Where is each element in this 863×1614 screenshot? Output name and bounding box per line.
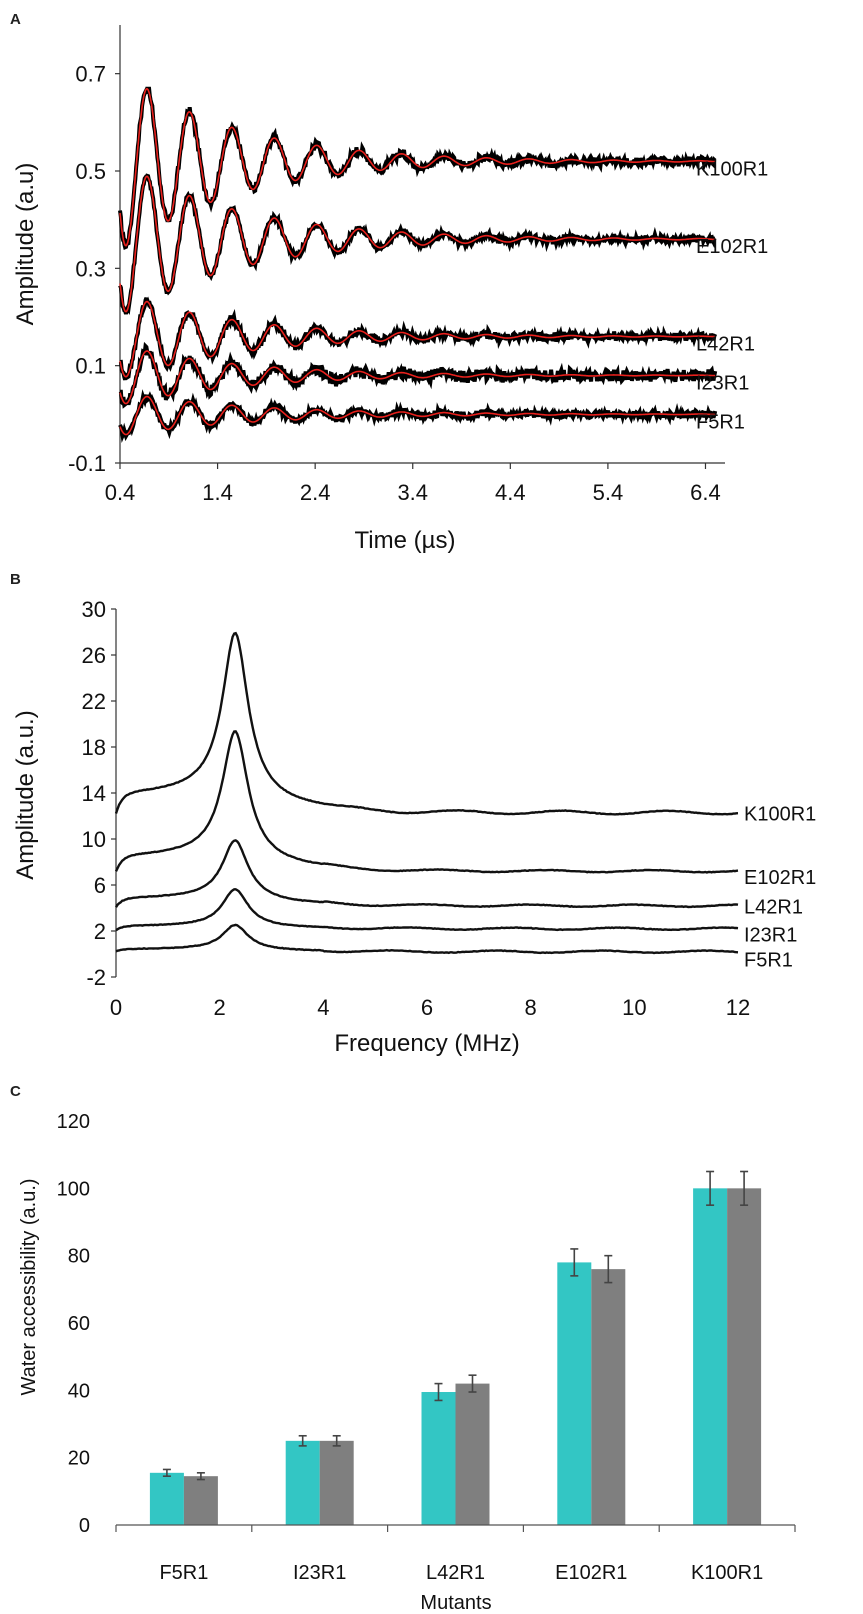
panel-c-x-tick-F5R1: F5R1 bbox=[159, 1562, 208, 1584]
panel-b-line-E102R1 bbox=[114, 730, 739, 874]
panel-a-fit-I23R1 bbox=[119, 350, 716, 405]
panel-c-bar-K100R1-1 bbox=[727, 1188, 762, 1525]
panel-a-label-K100R1: K100R1 bbox=[696, 158, 768, 180]
panel-c-x-tick-E102R1: E102R1 bbox=[555, 1562, 627, 1584]
panel-b-y-tick-8: 30 bbox=[82, 597, 106, 622]
panel-c-x-tick-K100R1: K100R1 bbox=[691, 1562, 763, 1584]
panel-a-label-L42R1: L42R1 bbox=[696, 333, 755, 355]
panel-a-fit-F5R1 bbox=[119, 395, 716, 436]
panel-b-y-tick-6: 22 bbox=[82, 689, 106, 714]
panel-a-fit-L42R1 bbox=[119, 300, 716, 378]
panel-b-label-E102R1: E102R1 bbox=[744, 867, 816, 889]
panel-b-y-tick-3: 10 bbox=[82, 827, 106, 852]
panel-c-y-tick-3: 60 bbox=[68, 1313, 90, 1335]
panel-c-y-tick-0: 0 bbox=[79, 1515, 90, 1537]
panel-b-y-tick-0: -2 bbox=[86, 965, 106, 990]
panel-a-x-title: Time (µs) bbox=[355, 527, 456, 554]
panel-a-x-tick-1: 1.4 bbox=[202, 480, 233, 505]
panel-b-label-I23R1: I23R1 bbox=[744, 924, 797, 946]
panel-b-y-tick-5: 18 bbox=[82, 735, 106, 760]
panel-b-y-tick-2: 6 bbox=[94, 873, 106, 898]
panel-a-label-I23R1: I23R1 bbox=[696, 372, 749, 394]
panel-b-x-ticks: 0 2 4 6 8 10 12 bbox=[110, 995, 750, 1020]
panel-c-letter: C bbox=[10, 1083, 21, 1100]
panel-a-y-ticks: -0.1 0.1 0.3 0.5 0.7 bbox=[68, 62, 120, 476]
panel-c-bars bbox=[149, 1170, 762, 1525]
panel-c-y-tick-4: 80 bbox=[68, 1246, 90, 1268]
panel-b-line-L42R1 bbox=[114, 839, 739, 909]
panel-c-y-ticks: 0 20 40 60 80 100 120 bbox=[57, 1111, 90, 1537]
panel-b-y-title: Amplitude (a.u.) bbox=[12, 710, 39, 879]
panel-a-x-tick-2: 2.4 bbox=[300, 480, 331, 505]
panel-b-label-L42R1: L42R1 bbox=[744, 897, 803, 919]
panel-c-x-ticks: F5R1 I23R1 L42R1 E102R1 K100R1 bbox=[115, 1525, 796, 1584]
panel-a-x-tick-4: 4.4 bbox=[495, 480, 526, 505]
panel-b-letter: B bbox=[10, 571, 21, 588]
panel-b-line-I23R1 bbox=[115, 888, 739, 932]
panel-b-y-tick-1: 2 bbox=[94, 919, 106, 944]
panel-c-bar-K100R1-0 bbox=[693, 1188, 728, 1525]
panel-a-data-K100R1 bbox=[118, 86, 717, 250]
panel-a-traces bbox=[118, 86, 718, 444]
panel-a-y-tick-2: 0.3 bbox=[75, 256, 106, 281]
panel-c-x-tick-L42R1: L42R1 bbox=[426, 1562, 485, 1584]
panel-a-y-tick-0: -0.1 bbox=[68, 451, 106, 476]
panel-b-y-tick-7: 26 bbox=[82, 643, 106, 668]
panel-a-x-ticks: 0.4 1.4 2.4 3.4 4.4 5.4 6.4 bbox=[105, 463, 721, 505]
panel-c-y-tick-5: 100 bbox=[57, 1178, 90, 1200]
panel-a-x-tick-6: 6.4 bbox=[690, 480, 721, 505]
panel-b-x-tick-3: 6 bbox=[421, 995, 433, 1020]
panel-c-bar-F5R1-1 bbox=[183, 1476, 218, 1525]
panel-a-series-labels: K100R1 E102R1 L42R1 I23R1 F5R1 bbox=[696, 158, 768, 433]
panel-c: C 0 20 40 60 80 100 120 F5R1 I23R1 L42R1 E102R1 K1… bbox=[10, 1083, 796, 1614]
panel-a: A -0.1 0.1 0.3 0.5 0.7 0.4 1.4 2.4 3.4 4.4 5.4 6.4… bbox=[10, 11, 768, 554]
panel-a-x-tick-0: 0.4 bbox=[105, 480, 136, 505]
panel-a-x-tick-3: 3.4 bbox=[397, 480, 428, 505]
panel-a-y-tick-3: 0.5 bbox=[75, 159, 106, 184]
panel-b-line-F5R1 bbox=[115, 923, 739, 955]
panel-c-bar-L42R1-0 bbox=[421, 1392, 456, 1525]
panel-b-x-tick-2: 4 bbox=[317, 995, 329, 1020]
panel-a-fit-K100R1 bbox=[119, 87, 716, 247]
panel-a-y-tick-1: 0.1 bbox=[75, 354, 106, 379]
panel-b-line-K100R1 bbox=[114, 631, 739, 816]
panel-b-label-F5R1: F5R1 bbox=[744, 950, 793, 972]
panel-a-label-E102R1: E102R1 bbox=[696, 236, 768, 258]
panel-a-letter: A bbox=[10, 11, 21, 28]
panel-b-label-K100R1: K100R1 bbox=[744, 804, 816, 826]
panel-c-x-title: Mutants bbox=[420, 1592, 491, 1614]
panel-a-data-E102R1 bbox=[118, 173, 717, 316]
panel-c-bar-E102R1-0 bbox=[557, 1262, 592, 1525]
panel-a-fit-E102R1 bbox=[119, 175, 716, 313]
panel-c-bar-I23R1-1 bbox=[319, 1440, 354, 1525]
panel-c-bar-L42R1-1 bbox=[455, 1383, 490, 1525]
panel-c-y-tick-1: 20 bbox=[68, 1448, 90, 1470]
panel-b-x-tick-0: 0 bbox=[110, 995, 122, 1020]
panel-b-x-tick-6: 12 bbox=[726, 995, 750, 1020]
panel-a-label-F5R1: F5R1 bbox=[696, 411, 745, 433]
panel-a-y-title: Amplitude (a.u) bbox=[12, 163, 39, 326]
panel-c-y-tick-6: 120 bbox=[57, 1111, 90, 1133]
panel-b-traces bbox=[114, 631, 739, 955]
panel-c-bar-E102R1-1 bbox=[591, 1269, 626, 1525]
panel-b-x-title: Frequency (MHz) bbox=[334, 1030, 519, 1057]
panel-b-y-tick-4: 14 bbox=[82, 781, 106, 806]
panel-c-y-title: Water accessibility (a.u.) bbox=[18, 1178, 40, 1395]
panel-b-series-labels: K100R1 E102R1 L42R1 I23R1 F5R1 bbox=[744, 804, 816, 972]
panel-a-x-tick-5: 5.4 bbox=[593, 480, 624, 505]
panel-c-y-tick-2: 40 bbox=[68, 1380, 90, 1402]
panel-b-x-tick-5: 10 bbox=[622, 995, 646, 1020]
panel-c-bar-F5R1-0 bbox=[149, 1472, 184, 1525]
panel-c-bar-I23R1-0 bbox=[285, 1440, 320, 1525]
panel-b-x-tick-4: 8 bbox=[525, 995, 537, 1020]
panel-c-x-tick-I23R1: I23R1 bbox=[293, 1562, 346, 1584]
panel-a-y-tick-4: 0.7 bbox=[75, 62, 106, 87]
panel-b-x-tick-1: 2 bbox=[214, 995, 226, 1020]
